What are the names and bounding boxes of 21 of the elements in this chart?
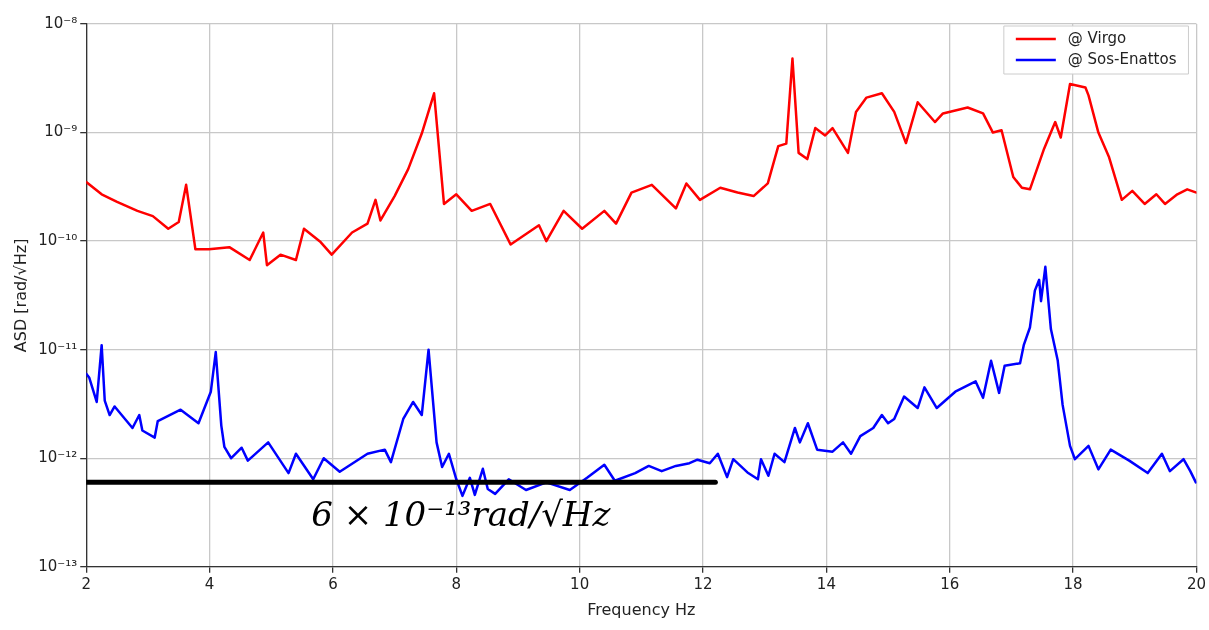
x-tick-label: 12 <box>693 574 713 593</box>
x-tick-label: 16 <box>940 574 960 593</box>
x-tick-label: 6 <box>328 574 338 593</box>
y-tick-label: 10⁻⁸ <box>44 13 78 32</box>
x-tick-label: 18 <box>1063 574 1083 593</box>
y-tick-label: 10⁻⁹ <box>44 122 78 141</box>
annotation: 6 × 10⁻¹³rad/√Hz <box>311 494 612 535</box>
x-tick-label: 20 <box>1186 574 1206 593</box>
y-tick-label: 10⁻¹¹ <box>38 339 78 358</box>
x-tick-label: 8 <box>451 574 462 593</box>
x-tick-label: 4 <box>204 574 215 593</box>
x-tick-label: 2 <box>81 574 91 593</box>
x-axis-title: Frequency Hz <box>587 599 696 619</box>
x-tick-label: 10 <box>570 574 590 593</box>
legend-label: @ Sos-Enattos <box>1067 49 1177 68</box>
y-tick-label: 10⁻¹³ <box>38 556 78 575</box>
y-tick-label: 10⁻¹⁰ <box>38 231 78 250</box>
y-tick-label: 10⁻¹² <box>38 448 78 467</box>
legend-label: @ Virgo <box>1067 28 1127 47</box>
y-axis-title: ASD [rad/√Hz] <box>10 238 30 353</box>
x-tick-label: 14 <box>816 574 836 593</box>
